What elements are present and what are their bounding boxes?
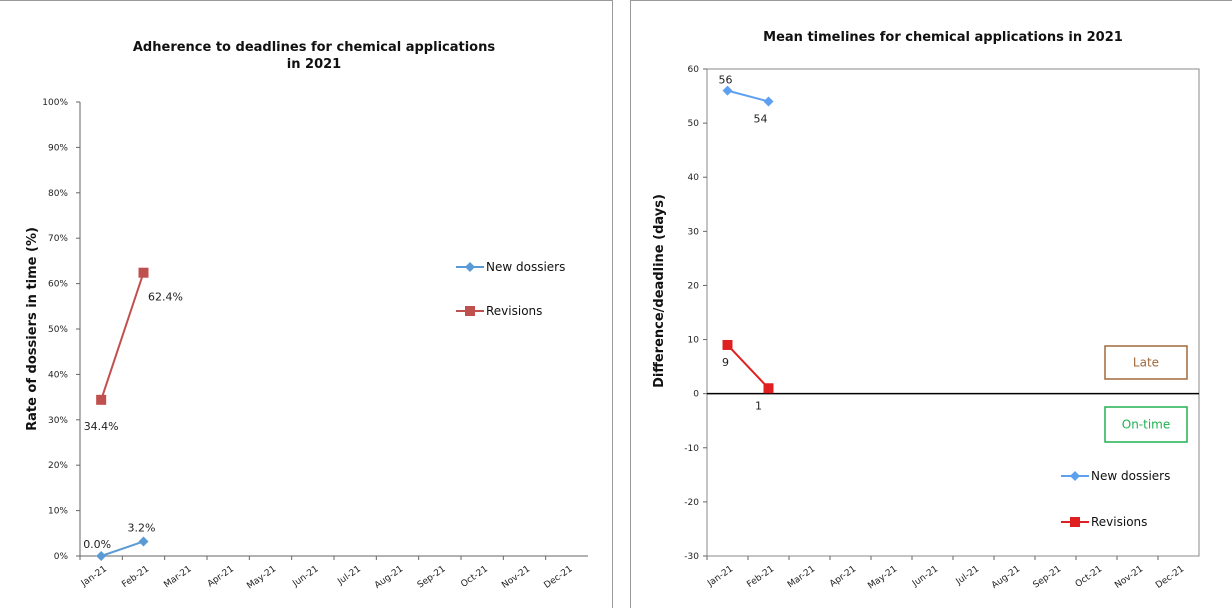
- y-tick-label: 90%: [48, 143, 68, 153]
- y-tick-label: 40%: [48, 370, 68, 380]
- legend-marker: [1070, 471, 1080, 481]
- late-annotation-label: Late: [1133, 356, 1159, 370]
- data-label: 34.4%: [84, 420, 119, 433]
- y-tick-label: 30: [688, 227, 700, 237]
- x-tick-label: May-21: [866, 564, 899, 591]
- adherence-chart-panel: Adherence to deadlines for chemical appl…: [0, 0, 613, 608]
- x-tick-label: May-21: [245, 564, 278, 591]
- x-tick-label: Mar-21: [786, 564, 817, 590]
- x-tick-label: Oct-21: [459, 564, 490, 590]
- x-tick-label: Nov-21: [1113, 564, 1145, 591]
- x-tick-label: Jan-21: [79, 564, 109, 589]
- y-axis-title: Rate of dossiers in time (%): [25, 227, 40, 431]
- x-tick-label: Jun-21: [910, 564, 940, 589]
- late-annotation-box: [1104, 345, 1188, 380]
- x-tick-label: Apr-21: [206, 564, 236, 589]
- data-label: 9: [722, 356, 729, 369]
- y-tick-label: 10%: [48, 507, 68, 517]
- legend-label: Revisions: [1091, 515, 1147, 529]
- data-point: [763, 96, 774, 107]
- data-label: 62.4%: [148, 291, 183, 304]
- data-label: 3.2%: [128, 521, 156, 534]
- legend-marker: [465, 262, 475, 272]
- y-tick-label: 60%: [48, 280, 68, 290]
- adherence-chart: Adherence to deadlines for chemical appl…: [25, 40, 588, 591]
- data-point: [763, 383, 774, 394]
- y-tick-label: 0%: [54, 552, 69, 562]
- data-point: [96, 394, 107, 405]
- x-tick-label: Dec-21: [1154, 564, 1186, 591]
- x-tick-label: Sep-21: [1032, 564, 1064, 590]
- chart-title-line2: in 2021: [287, 57, 341, 72]
- x-tick-label: Feb-21: [745, 564, 776, 590]
- y-tick-label: 50%: [48, 325, 68, 335]
- data-point: [722, 85, 733, 96]
- data-point: [722, 339, 733, 350]
- x-tick-label: Aug-21: [373, 564, 405, 591]
- y-tick-label: 40: [688, 173, 700, 183]
- series-line: [726, 344, 770, 389]
- y-tick-label: 50: [688, 119, 700, 129]
- ontime-annotation-label: On-time: [1122, 418, 1171, 432]
- y-tick-label: 60: [688, 65, 700, 75]
- data-point: [138, 536, 149, 547]
- y-tick-label: 20: [688, 281, 700, 291]
- x-tick-label: Feb-21: [120, 564, 151, 590]
- series-line: [100, 540, 144, 557]
- y-tick-label: 100%: [42, 98, 68, 108]
- x-tick-label: Apr-21: [828, 564, 858, 589]
- data-label: 56: [719, 74, 733, 87]
- legend-marker: [465, 306, 475, 316]
- x-tick-label: Jun-21: [290, 564, 320, 589]
- legend-label: New dossiers: [1091, 469, 1170, 483]
- data-point: [96, 551, 107, 561]
- data-label: 54: [754, 112, 768, 125]
- y-tick-label: 70%: [48, 234, 68, 244]
- y-tick-label: 80%: [48, 189, 68, 199]
- legend-label: Revisions: [486, 304, 542, 318]
- y-tick-label: -10: [684, 444, 699, 454]
- x-tick-label: Jul-21: [954, 564, 981, 587]
- y-axis-title: Difference/deadline (days): [652, 194, 667, 388]
- x-tick-label: Jan-21: [705, 564, 735, 589]
- series-line: [727, 89, 769, 103]
- legend-marker: [1070, 517, 1080, 527]
- timelines-chart: Mean timelines for chemical applications…: [652, 30, 1200, 591]
- y-tick-label: 20%: [48, 461, 68, 471]
- y-tick-label: -20: [684, 498, 699, 508]
- x-tick-label: Dec-21: [543, 564, 575, 591]
- series-line: [100, 272, 145, 401]
- y-tick-label: 30%: [48, 416, 68, 426]
- data-label: 0.0%: [83, 538, 111, 551]
- x-tick-label: Nov-21: [500, 564, 532, 591]
- y-tick-label: 0: [693, 390, 699, 400]
- ontime-annotation-box: [1104, 406, 1188, 443]
- chart-title: Mean timelines for chemical applications…: [763, 30, 1123, 45]
- legend-label: New dossiers: [486, 260, 565, 274]
- y-tick-label: 10: [688, 336, 700, 346]
- x-tick-label: Mar-21: [162, 564, 193, 590]
- data-point: [138, 267, 149, 278]
- timelines-chart-panel: Mean timelines for chemical applications…: [630, 0, 1232, 608]
- x-tick-label: Jul-21: [335, 564, 362, 587]
- x-tick-label: Aug-21: [990, 564, 1022, 591]
- y-tick-label: -30: [684, 552, 699, 562]
- x-tick-label: Sep-21: [416, 564, 448, 590]
- x-tick-label: Oct-21: [1074, 564, 1105, 590]
- chart-title: Adherence to deadlines for chemical appl…: [133, 40, 495, 55]
- data-label: 1: [755, 399, 762, 412]
